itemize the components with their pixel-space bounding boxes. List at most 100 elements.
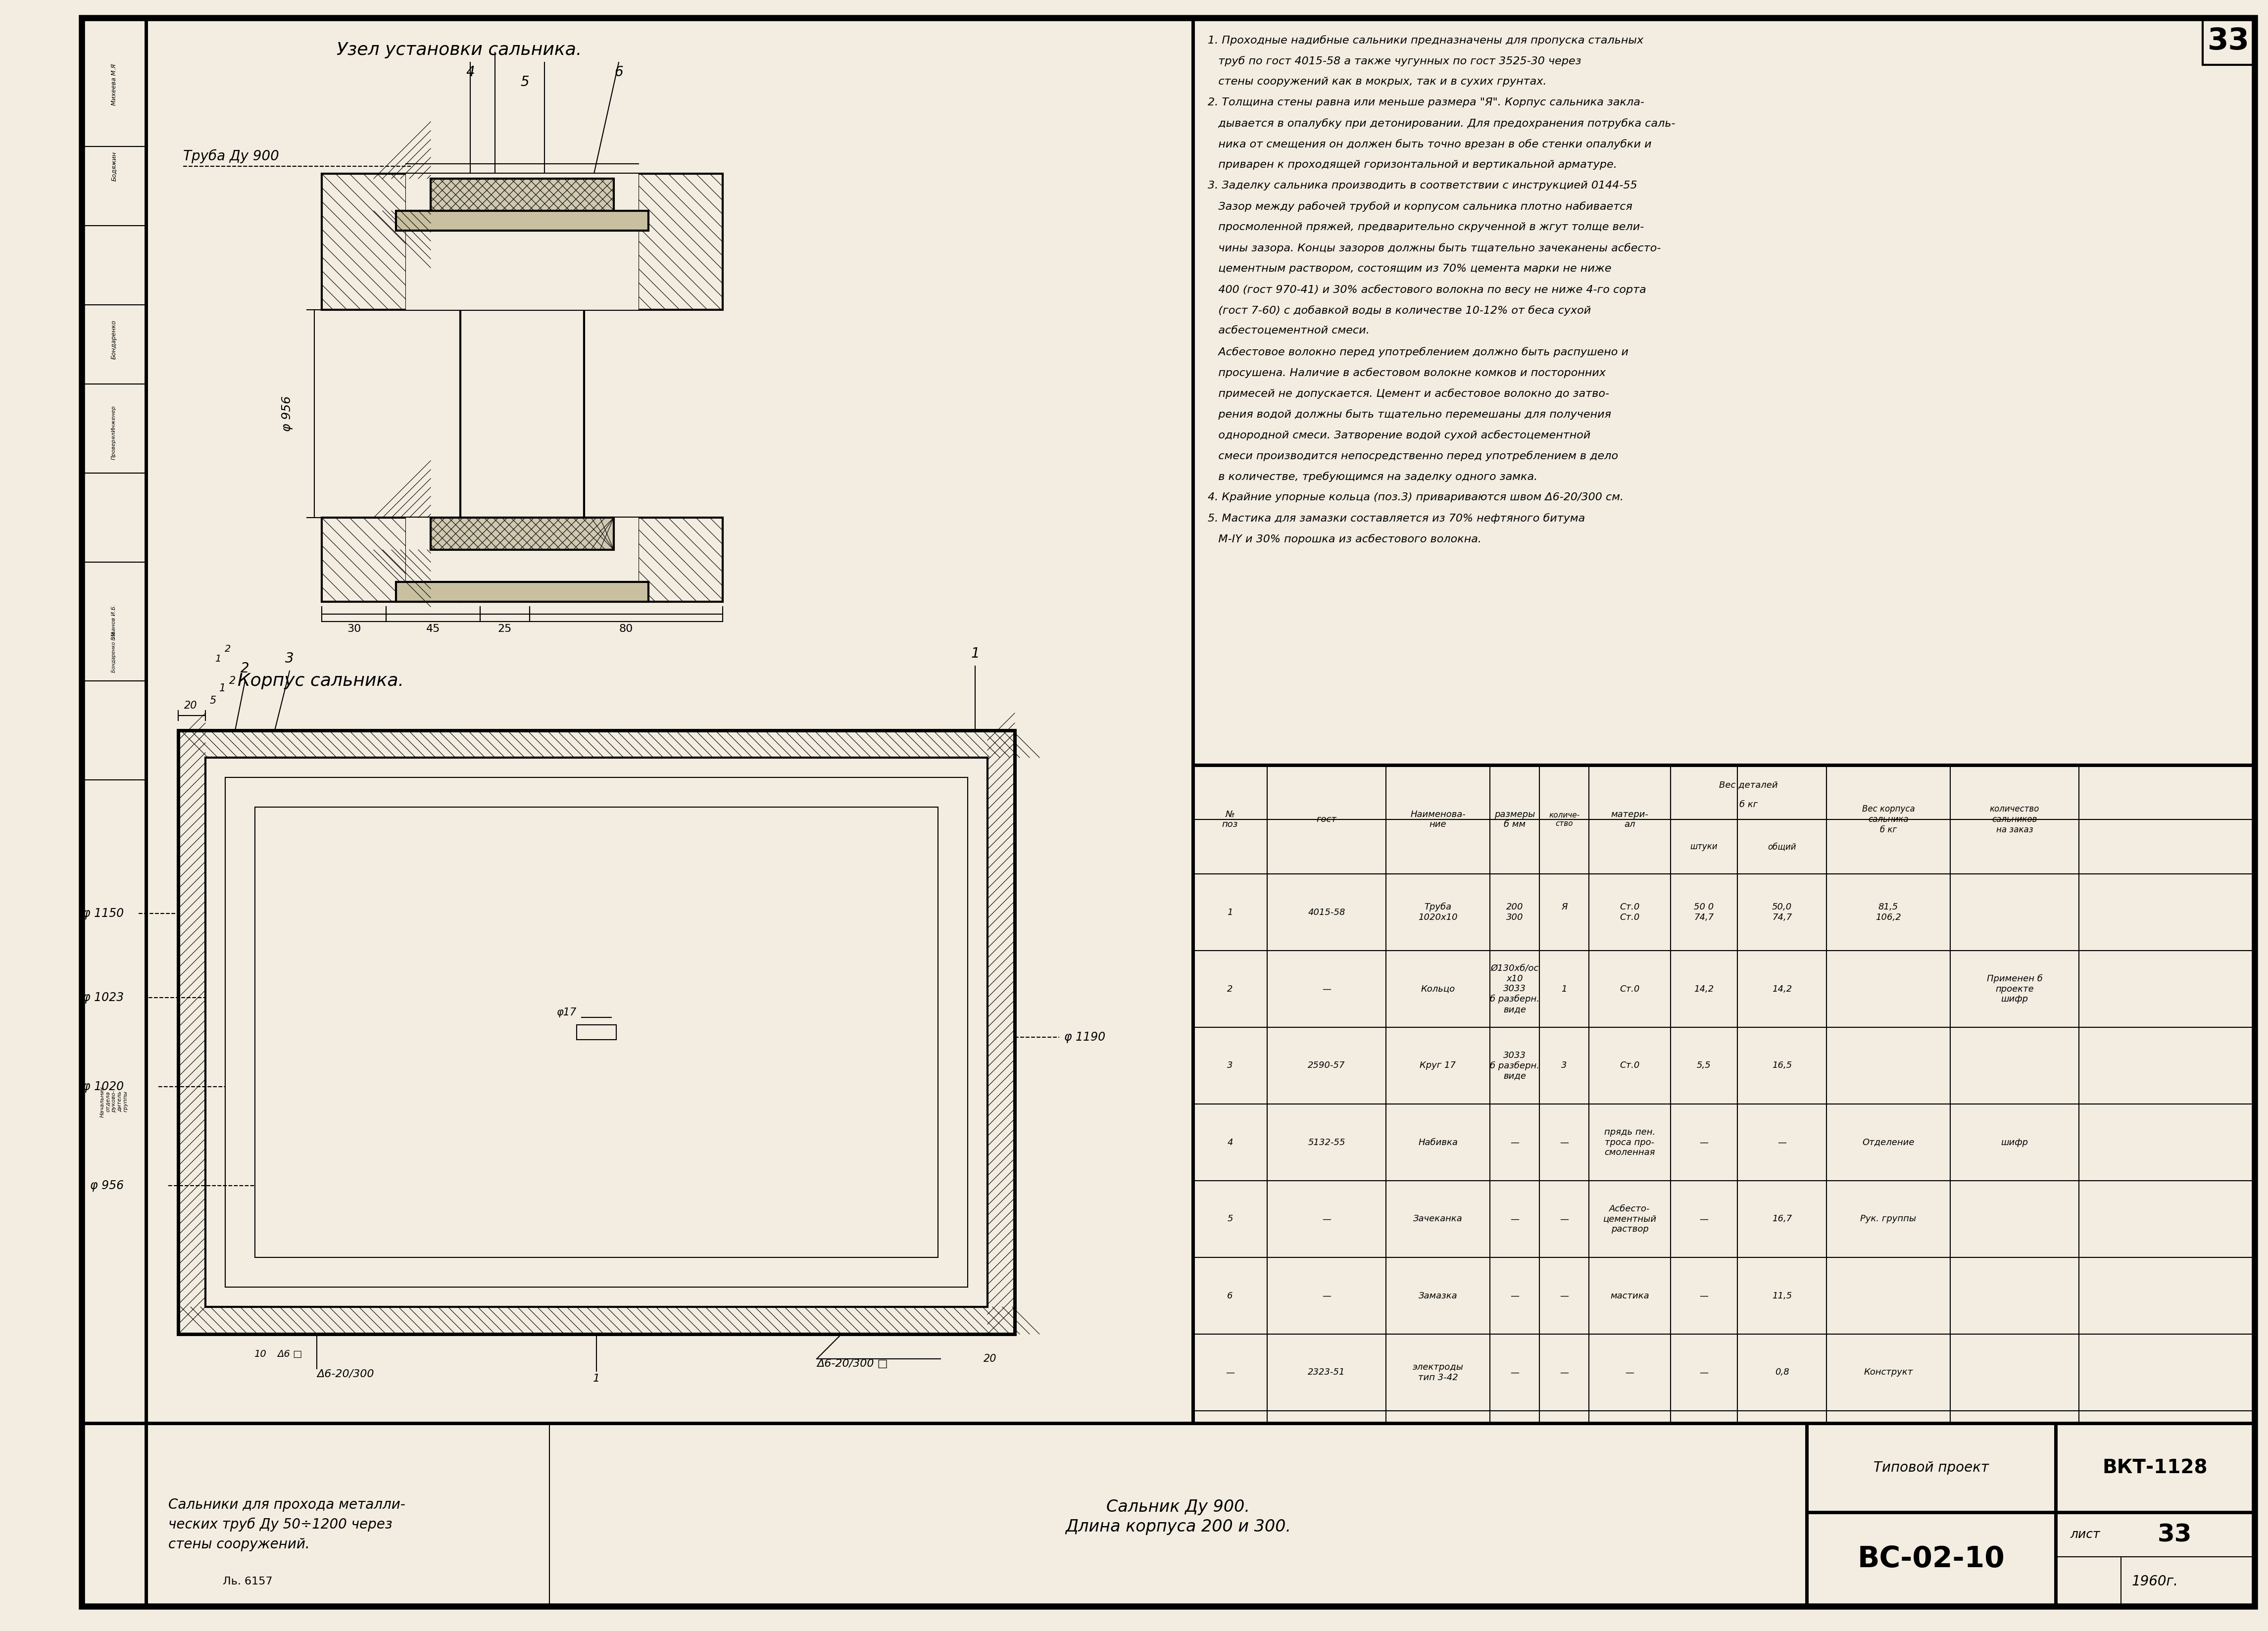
Text: Узел установки сальника.: Узел установки сальника.: [336, 41, 583, 59]
Text: Ст.0: Ст.0: [1619, 985, 1640, 993]
Text: —: —: [1322, 1292, 1331, 1300]
Text: Я: Я: [1560, 902, 1567, 922]
Text: 4: 4: [465, 65, 474, 80]
Text: —: —: [1699, 1292, 1708, 1300]
Text: Зазор между рабочей трубой и корпусом сальника плотно набивается: Зазор между рабочей трубой и корпусом са…: [1209, 201, 1633, 212]
Text: ВКТ-1128: ВКТ-1128: [2102, 1458, 2207, 1478]
Text: Проверял: Проверял: [111, 432, 116, 460]
Text: —: —: [1560, 1292, 1569, 1300]
Text: —: —: [1560, 1368, 1569, 1377]
Text: Труба Ду 900: Труба Ду 900: [184, 150, 279, 163]
Text: —: —: [1626, 1368, 1635, 1377]
Text: мастика: мастика: [1610, 1292, 1649, 1300]
Text: стены сооружений.: стены сооружений.: [168, 1538, 311, 1551]
Text: №
поз: № поз: [1222, 811, 1238, 829]
Text: —: —: [1699, 1368, 1708, 1377]
Text: прядь пен.
троса про-
смоленная: прядь пен. троса про- смоленная: [1603, 1127, 1656, 1156]
Text: 2: 2: [1227, 985, 1234, 993]
Text: 5. Мастика для замазки составляется из 70% нефтяного битума: 5. Мастика для замазки составляется из 7…: [1209, 514, 1585, 524]
Text: асбестоцементной смеси.: асбестоцементной смеси.: [1209, 326, 1370, 336]
Text: 5: 5: [519, 75, 528, 90]
Text: гост: гост: [1315, 816, 1336, 824]
Text: однородной смеси. Затворение водой сухой асбестоцементной: однородной смеси. Затворение водой сухой…: [1209, 431, 1590, 440]
Text: Сальники для прохода металли-: Сальники для прохода металли-: [168, 1497, 406, 1512]
Text: 4015-58: 4015-58: [1309, 908, 1345, 917]
Text: Рук. группы: Рук. группы: [1860, 1215, 1916, 1223]
Text: 1: 1: [1227, 908, 1234, 917]
Text: просмоленной пряжей, предварительно скрученной в жгут толще вели-: просмоленной пряжей, предварительно скру…: [1209, 222, 1644, 232]
Text: Δ6-20/300 □: Δ6-20/300 □: [816, 1359, 887, 1368]
Text: Сальник Ду 900.: Сальник Ду 900.: [1107, 1499, 1250, 1515]
Text: 11,5: 11,5: [1771, 1292, 1792, 1300]
Text: 3033
б разберн.
виде: 3033 б разберн. виде: [1490, 1050, 1540, 1080]
Text: лист: лист: [2071, 1528, 2100, 1540]
Text: ческих труб Ду 50÷1200 через: ческих труб Ду 50÷1200 через: [168, 1517, 392, 1532]
Text: просушена. Наличие в асбестовом волокне комков и посторонних: просушена. Наличие в асбестовом волокне …: [1209, 367, 1606, 378]
Text: Иванов И.Б.: Иванов И.Б.: [111, 605, 116, 638]
Bar: [397, 582, 649, 602]
Text: φ 1020: φ 1020: [82, 1081, 125, 1093]
Text: 1: 1: [220, 683, 227, 693]
Text: Кольцо: Кольцо: [1420, 985, 1456, 993]
Text: 2: 2: [240, 662, 249, 675]
Text: 30: 30: [347, 625, 361, 634]
Text: Корпус сальника.: Корпус сальника.: [238, 672, 404, 690]
Text: 0,8: 0,8: [1776, 1368, 1789, 1377]
Text: Вес корпуса
сальника
б кг: Вес корпуса сальника б кг: [1862, 804, 1914, 833]
Text: 1: 1: [215, 654, 220, 664]
Text: Асбестовое волокно перед употреблением должно быть распушено и: Асбестовое волокно перед употреблением д…: [1209, 347, 1628, 357]
Text: 33: 33: [2157, 1523, 2191, 1546]
Text: 200
300: 200 300: [1506, 902, 1524, 922]
Bar: [576, 1024, 617, 1039]
Text: Применен б
проекте
шифр: Применен б проекте шифр: [1987, 974, 2043, 1003]
Text: Ø130хб/ос
х10
3033
б разберн.
виде: Ø130хб/ос х10 3033 б разберн. виде: [1490, 964, 1540, 1014]
Text: φ 1190: φ 1190: [1064, 1031, 1105, 1044]
Text: Круг 17: Круг 17: [1420, 1062, 1456, 1070]
Text: Замазка: Замазка: [1418, 1292, 1458, 1300]
Text: Ст.0: Ст.0: [1619, 1062, 1640, 1070]
Bar: [206, 758, 987, 1306]
Text: электроды
тип 3-42: электроды тип 3-42: [1413, 1364, 1463, 1381]
Bar: [179, 731, 1014, 1334]
Text: 16,7: 16,7: [1771, 1215, 1792, 1223]
Text: чины зазора. Концы зазоров должны быть тщательно зачеканены асбесто-: чины зазора. Концы зазоров должны быть т…: [1209, 243, 1660, 253]
Text: —: —: [1322, 985, 1331, 993]
Bar: [431, 179, 615, 210]
Text: 5,5: 5,5: [1696, 1062, 1710, 1070]
Text: Конструкт: Конструкт: [1864, 1368, 1912, 1377]
Text: 4: 4: [1227, 1138, 1234, 1147]
Text: 3: 3: [1560, 1062, 1567, 1070]
Text: Асбесто-
цементный
раствор: Асбесто- цементный раствор: [1603, 1204, 1656, 1233]
Text: 2323-51: 2323-51: [1309, 1368, 1345, 1377]
Text: φ17: φ17: [556, 1008, 576, 1018]
Text: 1. Проходные надибные сальники предназначены для пропуска стальных: 1. Проходные надибные сальники предназна…: [1209, 36, 1644, 46]
Text: Бондаренко: Бондаренко: [111, 320, 118, 359]
Text: Δ6-20/300: Δ6-20/300: [318, 1368, 374, 1378]
Text: 1: 1: [971, 648, 980, 661]
Text: —: —: [1560, 1215, 1569, 1223]
Text: Зачеканка: Зачеканка: [1413, 1215, 1463, 1223]
Text: количе-
ство: количе- ство: [1549, 812, 1579, 827]
Text: 14,2: 14,2: [1694, 985, 1715, 993]
Text: 2590-57: 2590-57: [1309, 1062, 1345, 1070]
Text: φ 956: φ 956: [91, 1179, 125, 1192]
Text: Типовой проект: Типовой проект: [1873, 1461, 1989, 1474]
Bar: [225, 778, 968, 1287]
Text: —: —: [1322, 1215, 1331, 1223]
Text: 33: 33: [2207, 26, 2250, 55]
Text: 3: 3: [286, 652, 295, 665]
Text: дывается в опалубку при детонировании. Для предохранения потрубка саль-: дывается в опалубку при детонировании. Д…: [1209, 119, 1676, 129]
Bar: [397, 210, 649, 230]
Text: 50 0
74,7: 50 0 74,7: [1694, 902, 1715, 922]
Text: 45: 45: [426, 625, 440, 634]
Text: 25: 25: [499, 625, 513, 634]
Text: —: —: [1560, 1138, 1569, 1147]
Text: 1: 1: [1560, 985, 1567, 993]
Text: общий: общий: [1767, 842, 1796, 851]
Text: стены сооружений как в мокрых, так и в сухих грунтах.: стены сооружений как в мокрых, так и в с…: [1209, 77, 1547, 86]
Text: 80: 80: [619, 625, 633, 634]
Text: рения водой должны быть тщательно перемешаны для получения: рения водой должны быть тщательно переме…: [1209, 409, 1610, 419]
Text: Наименова-
ние: Наименова- ние: [1411, 811, 1465, 829]
Text: (гост 7-60) с добавкой воды в количестве 10-12% от беса сухой: (гост 7-60) с добавкой воды в количестве…: [1209, 305, 1590, 316]
Text: ВС-02-10: ВС-02-10: [1857, 1545, 2005, 1574]
